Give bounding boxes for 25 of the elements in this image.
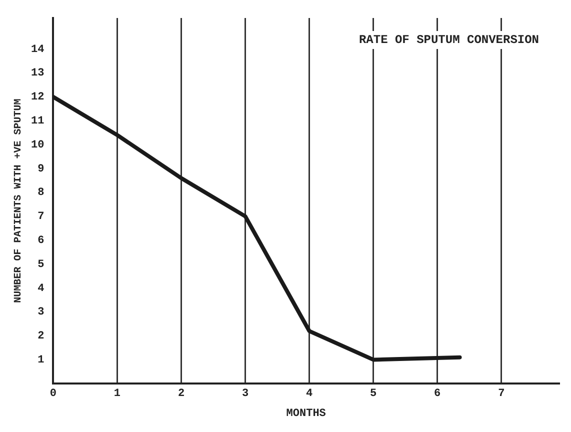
x-tick-label: 1 [114,388,121,400]
y-tick-label: 9 [38,163,44,176]
x-tick-label: 6 [434,388,441,400]
text: RATE OF SPUTUM CONVERSION [358,33,539,48]
y-tick-label: 13 [31,68,45,80]
x-tick-label: 0 [50,388,57,400]
y-tick-label: 1 [38,354,45,366]
y-tick-label: 6 [38,234,44,247]
x-tick-label: 7 [498,388,505,400]
y-tick-label: 11 [31,116,45,128]
x-tick-label: 2 [178,388,185,400]
y-axis-title: NUMBER OF PATIENTS WITH +VE SPUTUM [14,98,25,303]
x-tick-label: 5 [370,388,378,400]
y-tick-label: 7 [38,211,44,224]
y-tick-label: 5 [38,258,45,271]
y-tick-label: 2 [38,330,44,343]
y-tick-label: 8 [38,187,45,200]
x-tick-label: 3 [242,388,249,400]
y-tick-label: 3 [38,306,45,319]
x-axis-title: MONTHS [286,408,326,420]
y-tick-label: 10 [31,139,44,152]
y-tick-label: 14 [31,44,45,56]
x-tick-label: 4 [306,388,313,400]
y-tick-label: 12 [31,92,44,104]
y-tick-label: 4 [38,282,45,295]
